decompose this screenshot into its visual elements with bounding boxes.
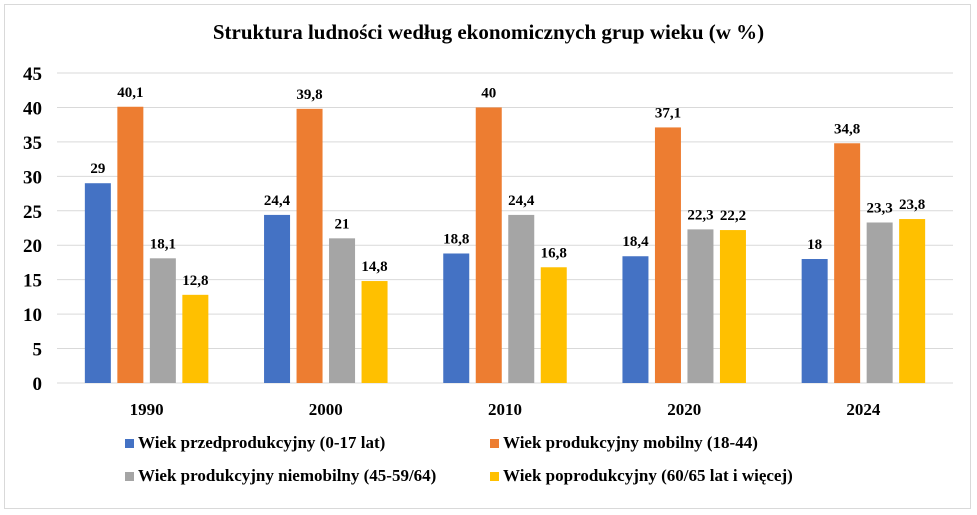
y-tick-label: 20 <box>23 236 42 257</box>
data-label: 18,8 <box>443 231 469 247</box>
y-tick-label: 45 <box>23 64 42 85</box>
legend-label: Wiek poprodukcyjny (60/65 lat i więcej) <box>503 466 793 485</box>
x-tick-label: 2010 <box>488 400 522 419</box>
chart-frame <box>4 4 971 509</box>
data-label: 40 <box>481 85 496 101</box>
y-tick-label: 5 <box>33 340 43 361</box>
data-label: 18,4 <box>622 234 649 250</box>
y-tick-label: 10 <box>23 305 42 326</box>
bar <box>508 214 535 383</box>
data-label: 40,1 <box>117 85 143 101</box>
data-label: 34,8 <box>834 121 860 137</box>
data-label: 16,8 <box>541 245 567 261</box>
bar <box>475 107 502 383</box>
y-tick-label: 0 <box>33 374 43 395</box>
data-label: 21 <box>335 216 350 232</box>
bar <box>801 259 828 383</box>
x-tick-label: 2020 <box>667 400 701 419</box>
bar <box>834 143 861 383</box>
legend-label: Wiek produkcyjny mobilny (18-44) <box>503 433 758 452</box>
legend-swatch <box>125 438 134 448</box>
bar <box>361 281 388 383</box>
data-label: 37,1 <box>655 105 681 121</box>
bar <box>540 267 567 383</box>
bar <box>866 222 893 383</box>
bar <box>182 294 209 383</box>
legend-label: Wiek produkcyjny niemobilny (45-59/64) <box>138 466 437 485</box>
legend-label: Wiek przedprodukcyjny (0-17 lat) <box>138 433 386 452</box>
legend-item: Wiek poprodukcyjny (60/65 lat i więcej) <box>490 466 793 486</box>
bar <box>117 106 144 383</box>
legend-item: Wiek produkcyjny niemobilny (45-59/64) <box>125 466 436 486</box>
data-label: 24,4 <box>508 193 535 209</box>
x-tick-label: 2024 <box>846 400 881 419</box>
y-tick-label: 40 <box>23 98 42 119</box>
data-label: 14,8 <box>361 259 387 275</box>
legend-swatch <box>125 471 134 481</box>
data-label: 12,8 <box>182 273 208 289</box>
x-tick-label: 1990 <box>130 400 164 419</box>
data-label: 18 <box>807 237 822 253</box>
bar <box>719 230 746 383</box>
y-tick-label: 30 <box>23 167 42 188</box>
bar <box>622 256 649 383</box>
bar <box>84 183 111 383</box>
data-label: 23,8 <box>899 197 925 213</box>
y-tick-label: 15 <box>23 271 42 292</box>
legend-swatch <box>490 438 499 448</box>
bar <box>687 229 714 383</box>
chart-title: Struktura ludności według ekonomicznych … <box>212 20 765 44</box>
data-label: 39,8 <box>296 87 322 103</box>
data-label: 24,4 <box>264 193 291 209</box>
data-label: 23,3 <box>867 200 893 216</box>
bar <box>654 127 681 383</box>
bar <box>264 214 291 383</box>
bar <box>296 108 323 384</box>
bar <box>329 238 356 383</box>
bar <box>443 253 470 383</box>
bar <box>899 219 926 383</box>
bar <box>149 258 176 383</box>
y-tick-label: 25 <box>23 202 42 223</box>
data-label: 22,2 <box>720 208 746 224</box>
legend-swatch <box>490 471 499 481</box>
x-tick-label: 2000 <box>309 400 343 419</box>
data-label: 18,1 <box>150 236 176 252</box>
data-label: 29 <box>90 161 105 177</box>
legend-item: Wiek produkcyjny mobilny (18-44) <box>490 433 758 453</box>
y-tick-label: 35 <box>23 133 42 154</box>
legend-item: Wiek przedprodukcyjny (0-17 lat) <box>125 433 385 453</box>
data-label: 22,3 <box>687 207 713 223</box>
